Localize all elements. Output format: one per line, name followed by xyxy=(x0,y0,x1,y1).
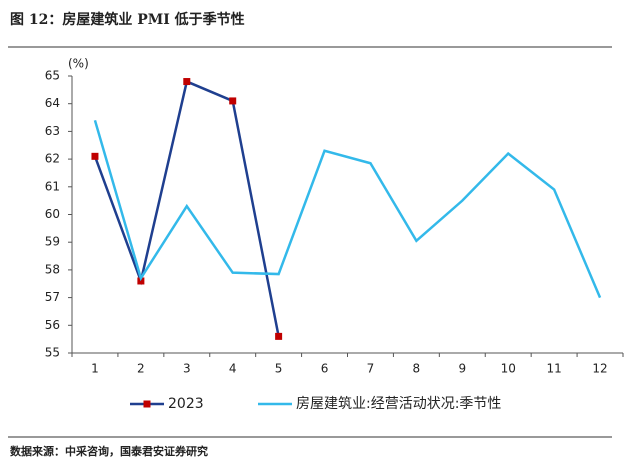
x-tick-label: 10 xyxy=(501,362,516,376)
point-marker xyxy=(229,97,237,105)
y-tick-label: 63 xyxy=(45,124,60,138)
x-tick-label: 8 xyxy=(413,362,421,376)
y-tick-label: 65 xyxy=(45,69,60,83)
x-tick-label: 12 xyxy=(592,362,607,376)
y-tick-label: 62 xyxy=(45,152,60,166)
legend-marker xyxy=(143,400,151,408)
source: 数据来源：中采咨询，国泰君安证券研究 xyxy=(10,444,208,458)
series-line xyxy=(93,119,602,299)
y-tick-label: 56 xyxy=(45,318,60,332)
series-line xyxy=(93,79,280,337)
point-marker xyxy=(275,332,283,340)
x-tick-label: 1 xyxy=(91,362,99,376)
x-tick-label: 6 xyxy=(321,362,329,376)
x-tick-label: 7 xyxy=(367,362,375,376)
point-marker xyxy=(137,277,145,285)
x-tick-label: 11 xyxy=(546,362,561,376)
y-tick-label: 60 xyxy=(45,207,60,221)
x-tick-label: 3 xyxy=(183,362,191,376)
y-unit: (%) xyxy=(68,57,89,71)
y-tick-label: 57 xyxy=(45,290,60,304)
y-tick-label: 64 xyxy=(45,96,60,110)
x-tick-label: 5 xyxy=(275,362,283,376)
chart-title: 图 12：房屋建筑业 PMI 低于季节性 xyxy=(10,11,245,28)
legend-label: 2023 xyxy=(168,396,204,412)
y-tick-label: 55 xyxy=(45,346,60,360)
y-tick-label: 58 xyxy=(45,262,60,276)
y-tick-label: 59 xyxy=(45,235,60,249)
x-tick-label: 4 xyxy=(229,362,237,376)
point-marker xyxy=(183,78,191,86)
legend-label: 房屋建筑业:经营活动状况:季节性 xyxy=(296,396,501,412)
y-tick-label: 61 xyxy=(45,179,60,193)
x-tick-label: 9 xyxy=(458,362,466,376)
x-tick-label: 2 xyxy=(137,362,145,376)
point-marker xyxy=(91,152,99,160)
